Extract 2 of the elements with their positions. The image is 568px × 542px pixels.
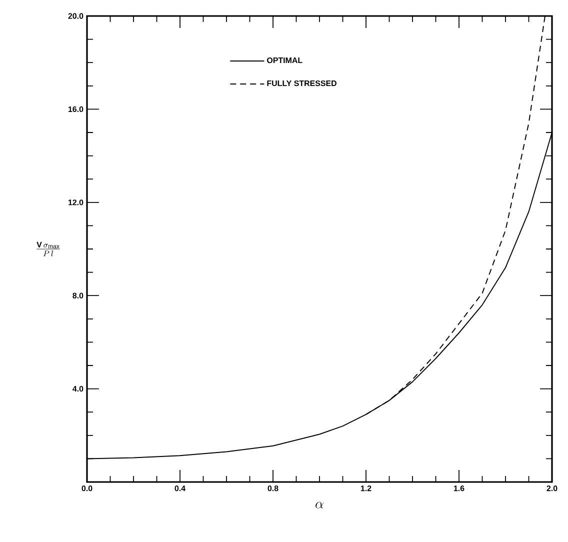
y-axis-title: $\frac{\mathbf{V}\,\sigma_{\mathrm{max}}}{P\,l}$ xyxy=(36,242,60,256)
x-axis-title: $\alpha$ xyxy=(316,502,324,508)
